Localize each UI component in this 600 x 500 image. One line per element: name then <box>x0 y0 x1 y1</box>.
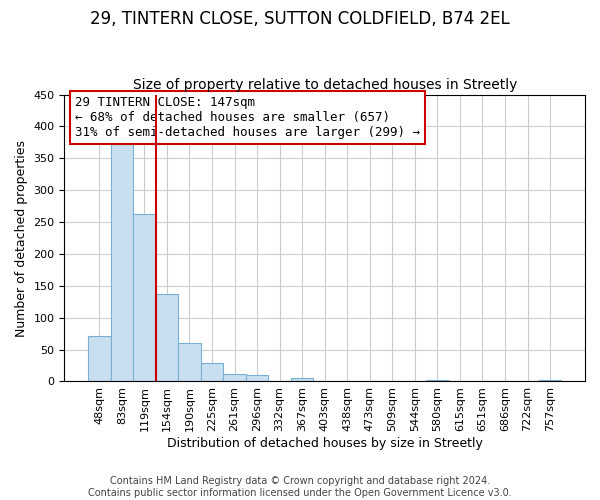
Title: Size of property relative to detached houses in Streetly: Size of property relative to detached ho… <box>133 78 517 92</box>
Y-axis label: Number of detached properties: Number of detached properties <box>15 140 28 336</box>
Bar <box>88 336 110 382</box>
Bar <box>426 380 449 382</box>
Bar <box>155 294 178 382</box>
Bar <box>201 363 223 382</box>
Bar <box>110 140 133 382</box>
Bar <box>291 378 313 382</box>
Bar <box>133 214 155 382</box>
Text: Contains HM Land Registry data © Crown copyright and database right 2024.
Contai: Contains HM Land Registry data © Crown c… <box>88 476 512 498</box>
Bar <box>223 374 246 382</box>
Bar <box>539 380 562 382</box>
Bar <box>178 343 201 382</box>
X-axis label: Distribution of detached houses by size in Streetly: Distribution of detached houses by size … <box>167 437 482 450</box>
Bar <box>246 375 268 382</box>
Text: 29, TINTERN CLOSE, SUTTON COLDFIELD, B74 2EL: 29, TINTERN CLOSE, SUTTON COLDFIELD, B74… <box>90 10 510 28</box>
Text: 29 TINTERN CLOSE: 147sqm
← 68% of detached houses are smaller (657)
31% of semi-: 29 TINTERN CLOSE: 147sqm ← 68% of detach… <box>75 96 420 139</box>
